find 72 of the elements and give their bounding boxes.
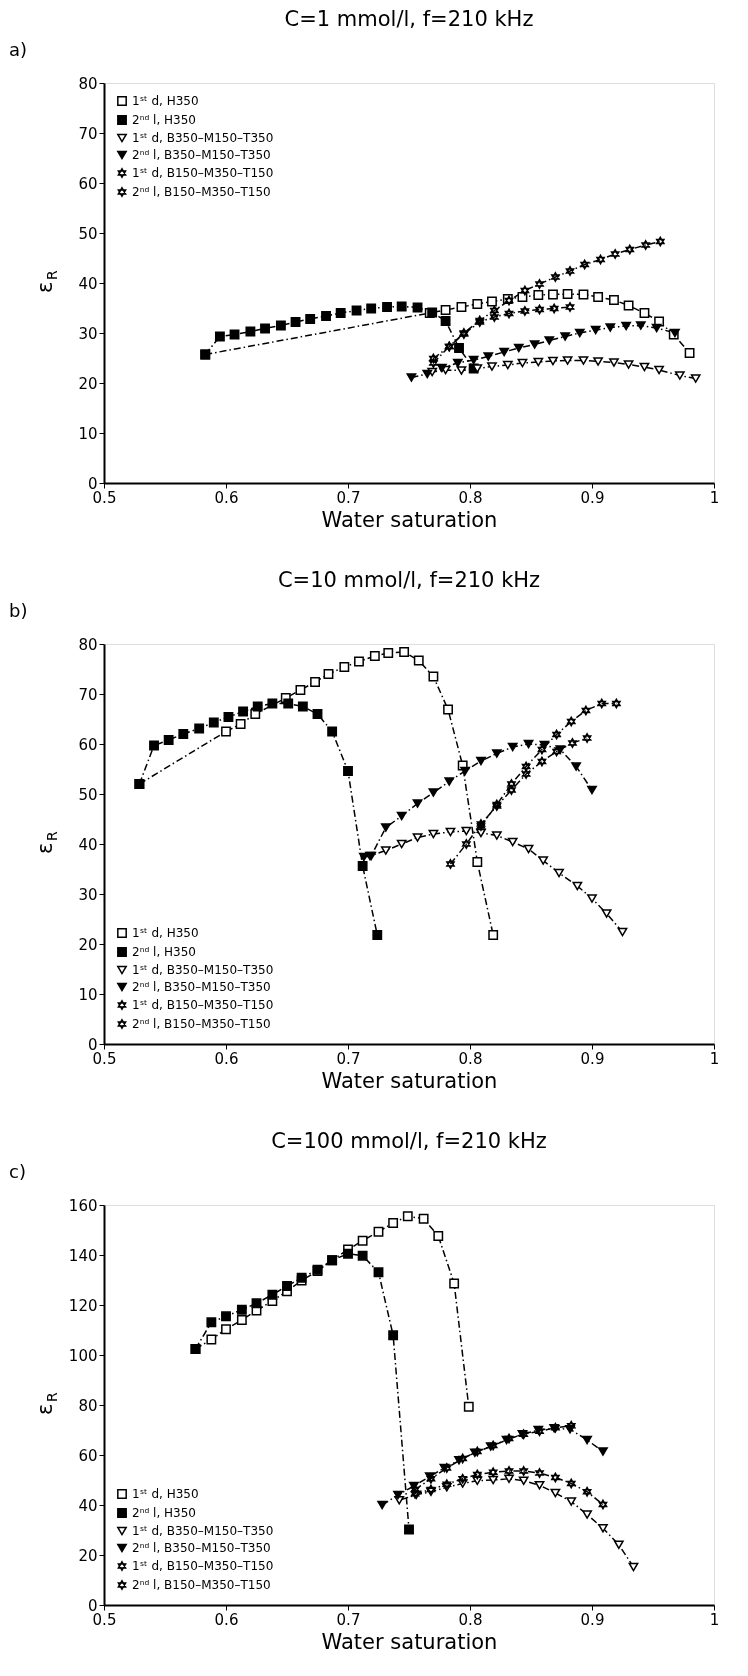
x-tick-label: 0.6	[214, 1049, 239, 1068]
x-tick-label: 0.8	[458, 488, 483, 507]
y-axis-title: εR	[33, 269, 60, 293]
text: b)	[9, 600, 28, 621]
text: a)	[9, 39, 28, 60]
chart-title: C=10 mmol/l, f=210 kHz	[277, 568, 541, 592]
y-tick-label: 10	[78, 424, 98, 443]
legend-label: 2ⁿᵈ l, B150–M350–T150	[132, 185, 271, 199]
x-tick-label: 0.8	[458, 1610, 483, 1629]
legend-label: 1ˢᵗ d, B150–M350–T150	[132, 998, 274, 1012]
x-tick-label: 1	[709, 488, 720, 507]
x-tick-label: 0.5	[92, 1610, 117, 1629]
legend-label: 2ⁿᵈ l, H350	[132, 945, 196, 959]
y-tick-label: 10	[78, 985, 98, 1004]
y-tick-label: 50	[78, 785, 98, 804]
x-axis-title: Water saturation	[321, 1068, 498, 1093]
y-tick-label: 70	[78, 124, 98, 143]
x-tick-label: 0.5	[92, 1049, 117, 1068]
x-tick-label: 0.7	[336, 1610, 361, 1629]
y-tick-label: 60	[78, 174, 98, 193]
x-axis-title: Water saturation	[321, 1629, 498, 1654]
legend-label: 1ˢᵗ d, H350	[132, 1487, 199, 1501]
x-tick-label: 0.6	[214, 1610, 239, 1629]
y-tick-label: 30	[78, 885, 98, 904]
x-tick-label: 1	[709, 1049, 720, 1068]
x-tick-label: 0.7	[336, 488, 361, 507]
legend-label: 2ⁿᵈ l, B150–M350–T150	[132, 1578, 271, 1592]
x-tick-label: 0.9	[580, 488, 605, 507]
x-tick-label: 0.9	[580, 1610, 605, 1629]
legend-label: 1ˢᵗ d, B150–M350–T150	[132, 1559, 274, 1573]
y-tick-label: 120	[68, 1296, 98, 1315]
y-tick-label: 80	[78, 74, 98, 93]
legend-label: 1ˢᵗ d, B350–M150–T350	[132, 1524, 274, 1538]
y-tick-label: 60	[78, 1446, 98, 1465]
y-tick-label: 20	[78, 935, 98, 954]
x-tick-label: 1	[709, 1610, 720, 1629]
y-axis-title: εR	[33, 1391, 60, 1415]
y-tick-label: 60	[78, 735, 98, 754]
legend-label: 2ⁿᵈ l, B150–M350–T150	[132, 1017, 271, 1031]
legend-label: 2ⁿᵈ l, B350–M150–T350	[132, 148, 271, 162]
legend-label: 2ⁿᵈ l, B350–M150–T350	[132, 1541, 271, 1555]
chart-title: C=100 mmol/l, f=210 kHz	[271, 1129, 547, 1153]
legend-label: 1ˢᵗ d, H350	[132, 926, 199, 940]
y-tick-label: 70	[78, 685, 98, 704]
chart-title: C=1 mmol/l, f=210 kHz	[284, 7, 534, 31]
y-tick-label: 140	[68, 1246, 98, 1265]
y-tick-label: 30	[78, 324, 98, 343]
y-axis-title: εR	[33, 830, 60, 854]
y-tick-label: 20	[78, 374, 98, 393]
x-axis-title: Water saturation	[321, 507, 498, 532]
y-tick-label: 40	[78, 835, 98, 854]
legend-label: 1ˢᵗ d, H350	[132, 94, 199, 108]
x-tick-label: 0.6	[214, 488, 239, 507]
x-tick-label: 0.8	[458, 1049, 483, 1068]
y-tick-label: 100	[68, 1346, 98, 1365]
x-tick-label: 0.5	[92, 488, 117, 507]
y-tick-label: 80	[78, 635, 98, 654]
text: c)	[9, 1161, 26, 1182]
x-tick-label: 0.7	[336, 1049, 361, 1068]
x-tick-label: 0.9	[580, 1049, 605, 1068]
legend-label: 2ⁿᵈ l, H350	[132, 1506, 196, 1520]
legend-label: 2ⁿᵈ l, H350	[132, 113, 196, 127]
y-tick-label: 80	[78, 1396, 98, 1415]
legend-label: 1ˢᵗ d, B350–M150–T350	[132, 963, 274, 977]
legend-label: 1ˢᵗ d, B350–M150–T350	[132, 131, 274, 145]
y-tick-label: 40	[78, 274, 98, 293]
y-tick-label: 50	[78, 224, 98, 243]
legend-label: 2ⁿᵈ l, B350–M150–T350	[132, 980, 271, 994]
y-tick-label: 160	[68, 1196, 98, 1215]
legend-label: 1ˢᵗ d, B150–M350–T150	[132, 166, 274, 180]
y-tick-label: 20	[78, 1546, 98, 1565]
y-tick-label: 40	[78, 1496, 98, 1515]
